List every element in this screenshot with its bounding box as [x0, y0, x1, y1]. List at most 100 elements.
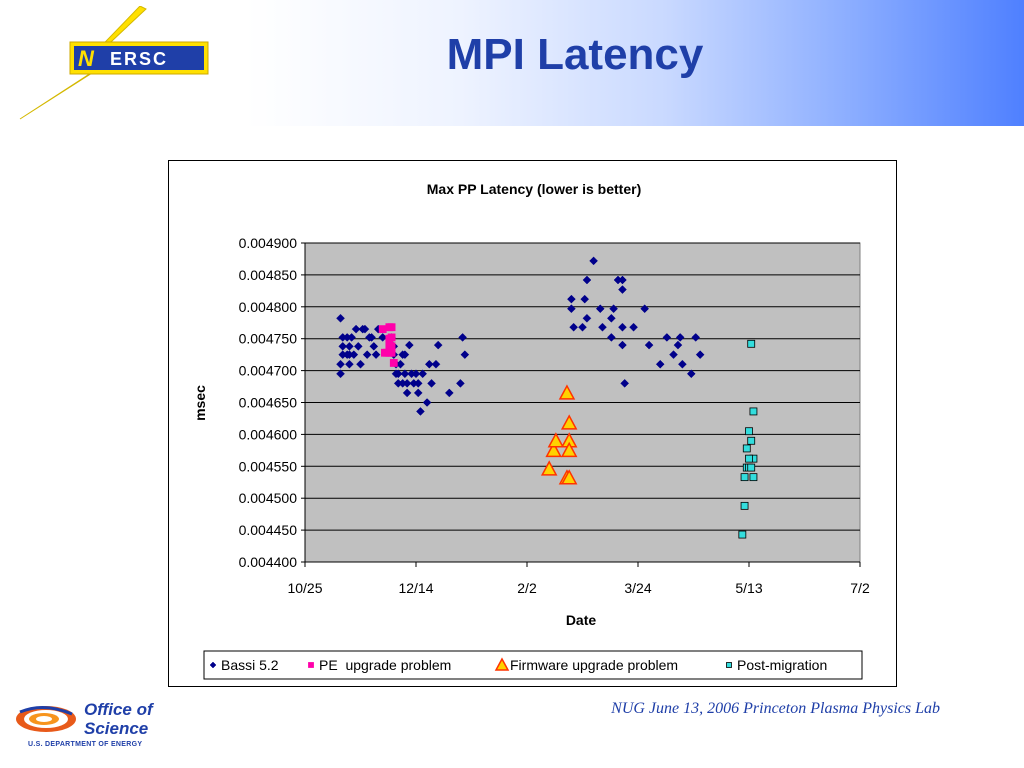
legend-entry: Firmware upgrade problem	[510, 657, 678, 673]
point-diamond	[356, 359, 365, 369]
point-diamond	[678, 359, 687, 369]
legend-marker	[494, 657, 510, 671]
point-square	[747, 436, 756, 445]
legend-entry: Bassi 5.2	[221, 657, 279, 673]
point-diamond	[618, 285, 627, 294]
slide-title: MPI Latency	[446, 30, 704, 79]
point-triangle	[545, 441, 562, 458]
point-triangle	[560, 414, 578, 430]
legend-marker	[726, 662, 732, 668]
point-diamond	[424, 359, 434, 369]
point-diamond	[369, 342, 379, 351]
point-diamond	[618, 340, 627, 350]
point-diamond	[336, 313, 345, 323]
point-diamond	[456, 379, 465, 388]
x-tick-label: 3/24	[624, 580, 651, 596]
legend-entry: PE upgrade problem	[319, 657, 451, 673]
y-tick-label: 0.004800	[239, 299, 298, 315]
point-square	[749, 473, 758, 482]
doe-swirl-icon	[16, 706, 76, 732]
point-diamond	[360, 324, 370, 334]
y-tick-label: 0.004400	[239, 554, 298, 570]
office-of-science-text: Office of Science	[84, 700, 153, 738]
point-square	[742, 444, 751, 453]
point-diamond	[673, 340, 683, 350]
point-diamond	[349, 350, 359, 360]
y-tick-label: 0.004700	[239, 363, 298, 379]
y-axis-label: msec	[192, 385, 208, 421]
point-diamond	[607, 333, 616, 342]
point-diamond	[629, 322, 638, 332]
point-diamond	[644, 340, 654, 350]
point-diamond	[444, 388, 454, 398]
y-tick-label: 0.004450	[239, 522, 298, 538]
office-line1: Office of	[84, 700, 153, 719]
point-diamond	[351, 324, 361, 334]
point-diamond	[567, 294, 576, 304]
point-diamond	[582, 275, 592, 285]
point-diamond	[418, 369, 428, 379]
point-diamond	[371, 350, 381, 360]
legend-entry: Post-migration	[737, 657, 827, 673]
office-line2: Science	[84, 719, 149, 738]
point-diamond	[416, 407, 425, 416]
point-diamond	[695, 350, 705, 360]
point-square	[387, 348, 396, 357]
point-diamond	[675, 333, 685, 342]
legend: Bassi 5.2 PE upgrade problem Firmware upgr…	[209, 657, 827, 673]
point-diamond	[402, 388, 412, 398]
point-square	[738, 530, 747, 539]
point-diamond	[404, 340, 414, 350]
point-diamond	[669, 350, 678, 360]
point-diamond	[393, 369, 403, 379]
chart-title: Max PP Latency (lower is better)	[427, 181, 641, 197]
point-diamond	[598, 322, 607, 332]
y-tick-label: 0.004900	[239, 235, 298, 251]
x-axis-label: Date	[566, 612, 597, 628]
point-diamond	[580, 294, 590, 304]
point-square	[387, 323, 396, 332]
point-diamond	[569, 322, 578, 332]
point-diamond	[691, 333, 701, 342]
point-diamond	[431, 359, 441, 369]
x-tick-label: 12/14	[398, 580, 433, 596]
point-diamond	[589, 256, 598, 266]
point-diamond	[655, 359, 665, 369]
point-diamond	[607, 313, 616, 323]
point-square	[378, 325, 387, 334]
point-diamond	[458, 333, 467, 342]
x-tick-label: 2/2	[517, 580, 537, 596]
point-diamond	[396, 359, 405, 369]
y-tick-label: 0.004550	[239, 458, 298, 474]
logo-text: ERSC	[110, 49, 168, 69]
x-axis-ticks: 10/25 12/14 2/2 3/24 5/13 7/2	[287, 562, 870, 596]
point-diamond	[402, 379, 412, 388]
point-diamond	[336, 369, 345, 379]
point-diamond	[582, 313, 592, 323]
point-diamond	[413, 388, 423, 398]
point-diamond	[620, 379, 630, 388]
footer-text: NUG June 13, 2006 Princeton Plasma Physi…	[611, 700, 940, 717]
logo-initial: N	[78, 46, 95, 71]
latency-chart: Max PP Latency (lower is better) 0.00490…	[192, 181, 870, 680]
point-square	[387, 333, 396, 342]
point-triangle	[558, 384, 576, 400]
data-points	[336, 256, 758, 539]
point-diamond	[336, 359, 345, 369]
point-diamond	[411, 369, 421, 379]
chart-frame: Max PP Latency (lower is better) 0.00490…	[168, 160, 897, 687]
y-tick-label: 0.004500	[239, 490, 298, 506]
point-diamond	[609, 304, 618, 314]
point-diamond	[400, 369, 410, 379]
y-axis-ticks: 0.004900 0.004850 0.004800 0.004750 0.004700…	[239, 235, 305, 570]
point-square	[747, 339, 756, 348]
point-square	[745, 454, 753, 463]
point-square	[740, 473, 749, 482]
point-diamond	[460, 350, 470, 360]
x-tick-label: 10/25	[287, 580, 322, 596]
point-diamond	[618, 275, 627, 285]
point-diamond	[400, 350, 410, 360]
x-tick-label: 5/13	[735, 580, 762, 596]
point-diamond	[347, 333, 356, 342]
point-diamond	[422, 398, 432, 407]
